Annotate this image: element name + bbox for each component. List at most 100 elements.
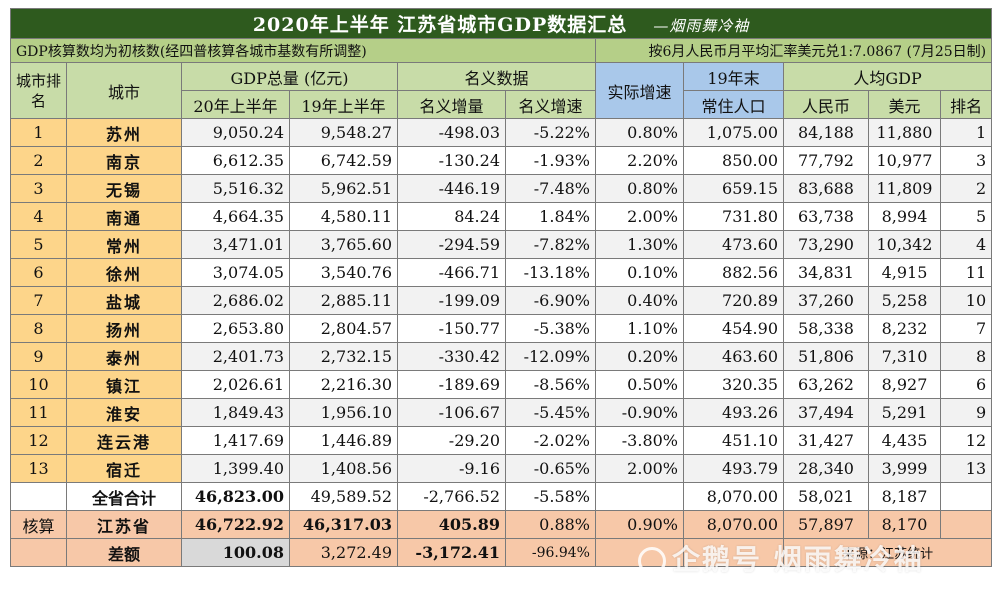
header-real-rate: 实际增速 <box>595 62 684 119</box>
rmb-cell: 84,188 <box>783 118 869 147</box>
inc-cell: -29.20 <box>397 426 506 455</box>
prank-cell: 12 <box>939 426 993 455</box>
rmb-cell: 31,427 <box>783 426 869 455</box>
rmb-cell: 51,806 <box>783 342 869 371</box>
header-nominal-inc: 名义增量 <box>397 90 506 119</box>
header-population: 常住人口 <box>683 90 784 119</box>
usd-cell: 11,809 <box>868 174 941 203</box>
g19-cell: 4,580.11 <box>289 202 398 231</box>
table-row: 13 宿迁 1,399.40 1,408.56 -9.16 -0.65% 2.00% 493.… <box>10 454 993 483</box>
rate-cell: -5.38% <box>505 314 596 343</box>
table-row: 3 无锡 5,516.32 5,962.51 -446.19 -7.48% 0.80% 659… <box>10 174 993 203</box>
inc-cell: -498.03 <box>397 118 506 147</box>
rank-cell: 13 <box>10 454 67 483</box>
diff-real <box>595 538 684 567</box>
rate-cell: -5.45% <box>505 398 596 427</box>
rank-cell: 4 <box>10 202 67 231</box>
g20-cell: 1,849.43 <box>181 398 290 427</box>
total-g20: 46,823.00 <box>181 482 290 511</box>
header-nominal: 名义数据 <box>397 62 596 91</box>
total-label: 全省合计 <box>66 482 182 511</box>
city-cell: 常州 <box>66 230 182 259</box>
header-year-end: 19年末 <box>683 62 784 91</box>
province-g20: 46,722.92 <box>181 510 290 539</box>
city-cell: 泰州 <box>66 342 182 371</box>
table-row: 10 镇江 2,026.61 2,216.30 -189.69 -8.56% 0.50% 32… <box>10 370 993 399</box>
inc-cell: -130.24 <box>397 146 506 175</box>
diff-pop <box>683 538 784 567</box>
city-cell: 镇江 <box>66 370 182 399</box>
inc-cell: 84.24 <box>397 202 506 231</box>
table-row: 7 盐城 2,686.02 2,885.11 -199.09 -6.90% 0.40% 720… <box>10 286 993 315</box>
rank-cell: 11 <box>10 398 67 427</box>
inc-cell: -330.42 <box>397 342 506 371</box>
usd-cell: 10,977 <box>868 146 941 175</box>
total-rmb: 58,021 <box>783 482 869 511</box>
g20-cell: 5,516.32 <box>181 174 290 203</box>
pop-cell: 882.56 <box>683 258 784 287</box>
real-cell: 1.10% <box>595 314 684 343</box>
province-rank: 核算 <box>10 510 67 539</box>
province-city: 江苏省 <box>66 510 182 539</box>
city-cell: 南京 <box>66 146 182 175</box>
rate-cell: -5.22% <box>505 118 596 147</box>
rank-cell: 3 <box>10 174 67 203</box>
prank-cell: 11 <box>939 258 993 287</box>
province-prank <box>939 510 993 539</box>
real-cell: 2.00% <box>595 202 684 231</box>
rate-cell: -1.93% <box>505 146 596 175</box>
province-real: 0.90% <box>595 510 684 539</box>
prank-cell: 3 <box>939 146 993 175</box>
rmb-cell: 37,260 <box>783 286 869 315</box>
g19-cell: 9,548.27 <box>289 118 398 147</box>
pop-cell: 320.35 <box>683 370 784 399</box>
g19-cell: 1,956.10 <box>289 398 398 427</box>
prank-cell: 7 <box>939 314 993 343</box>
header-per-capita: 人均GDP <box>782 62 993 91</box>
diff-rank <box>10 538 67 567</box>
header-2019: 19年上半年 <box>289 90 398 119</box>
prank-cell: 2 <box>939 174 993 203</box>
table-row: 6 徐州 3,074.05 3,540.76 -466.71 -13.18% 0.10% 88… <box>10 258 993 287</box>
province-rate: 0.88% <box>505 510 596 539</box>
province-g19: 46,317.03 <box>289 510 398 539</box>
usd-cell: 5,258 <box>868 286 941 315</box>
diff-g20: 100.08 <box>181 538 290 567</box>
g20-cell: 3,074.05 <box>181 258 290 287</box>
usd-cell: 8,927 <box>868 370 941 399</box>
diff-row: 差额 100.08 3,272.49 -3,172.41 -96.94% 来源：… <box>10 538 993 567</box>
pop-cell: 454.90 <box>683 314 784 343</box>
province-rmb: 57,897 <box>783 510 869 539</box>
inc-cell: -294.59 <box>397 230 506 259</box>
pop-cell: 451.10 <box>683 426 784 455</box>
prank-cell: 6 <box>939 370 993 399</box>
total-rank-cell <box>10 482 67 511</box>
g20-cell: 3,471.01 <box>181 230 290 259</box>
inc-cell: -150.77 <box>397 314 506 343</box>
table-row: 2 南京 6,612.35 6,742.59 -130.24 -1.93% 2.20% 850… <box>10 146 993 175</box>
city-cell: 无锡 <box>66 174 182 203</box>
rate-cell: -0.65% <box>505 454 596 483</box>
pop-cell: 1,075.00 <box>683 118 784 147</box>
rmb-cell: 34,831 <box>783 258 869 287</box>
g20-cell: 9,050.24 <box>181 118 290 147</box>
gdp-table: 2020年上半年 江苏省城市GDP数据汇总 —烟雨舞冷袖 GDP核算数均为初核数(… <box>9 8 993 567</box>
g19-cell: 3,540.76 <box>289 258 398 287</box>
rmb-cell: 73,290 <box>783 230 869 259</box>
rmb-cell: 63,738 <box>783 202 869 231</box>
pop-cell: 463.60 <box>683 342 784 371</box>
usd-cell: 3,999 <box>868 454 941 483</box>
inc-cell: -189.69 <box>397 370 506 399</box>
rmb-cell: 28,340 <box>783 454 869 483</box>
inc-cell: -199.09 <box>397 286 506 315</box>
g19-cell: 2,216.30 <box>289 370 398 399</box>
city-cell: 徐州 <box>66 258 182 287</box>
real-cell: 0.20% <box>595 342 684 371</box>
inc-cell: -446.19 <box>397 174 506 203</box>
table-row: 4 南通 4,664.35 4,580.11 84.24 1.84% 2.00% 731.80… <box>10 202 993 231</box>
g20-cell: 2,653.80 <box>181 314 290 343</box>
total-prank <box>939 482 993 511</box>
title-text: 2020年上半年 江苏省城市GDP数据汇总 <box>252 14 628 36</box>
real-cell: 0.50% <box>595 370 684 399</box>
rmb-cell: 58,338 <box>783 314 869 343</box>
